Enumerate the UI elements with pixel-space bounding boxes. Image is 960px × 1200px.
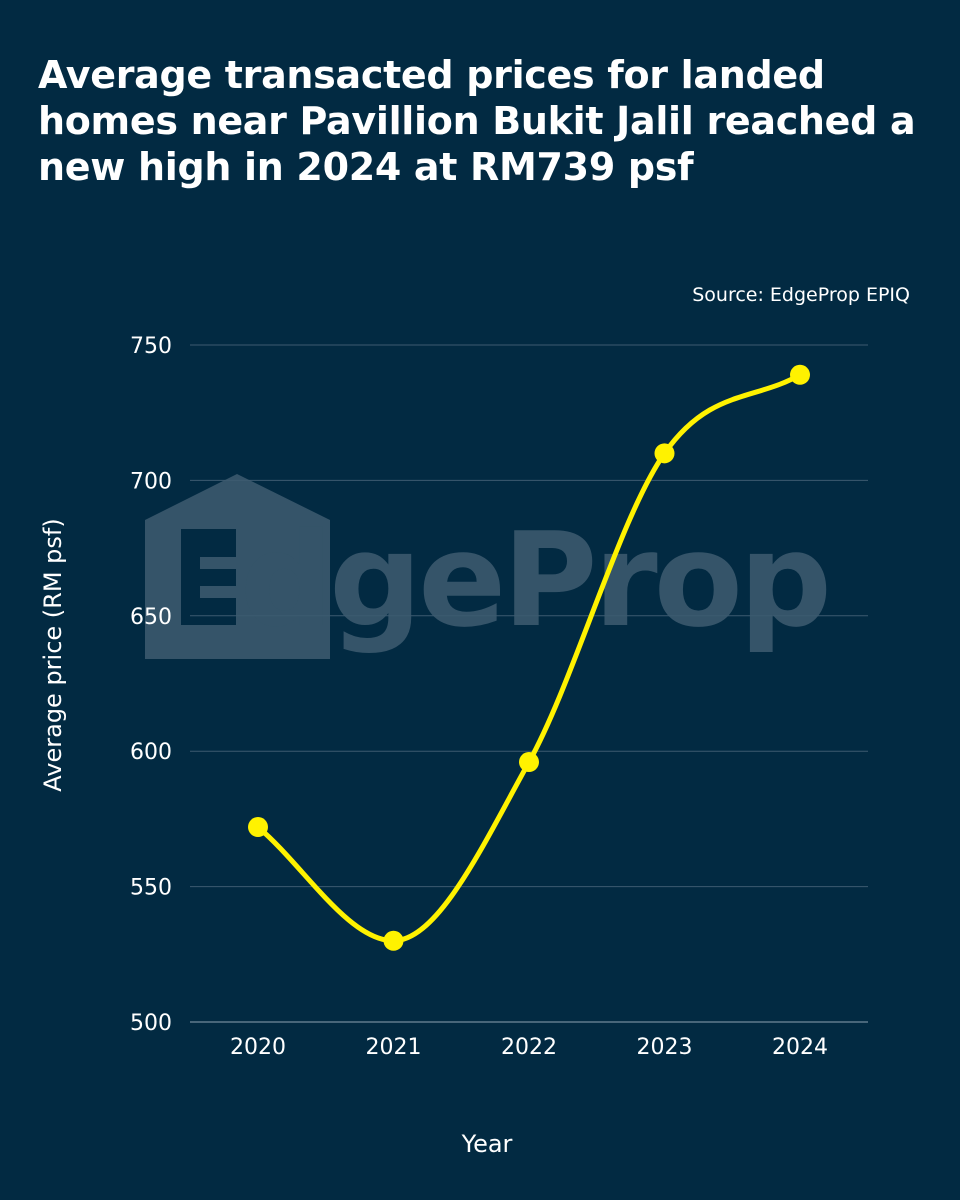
- x-tick-label: 2024: [772, 1035, 828, 1060]
- edgeprop-watermark-logo: dgeProp: [145, 474, 832, 659]
- x-axis-label: Year: [461, 1130, 513, 1158]
- source-note: Source: EdgeProp EPIQ: [692, 284, 910, 306]
- y-axis-label: Average price (RM psf): [39, 518, 67, 791]
- price-line: [256, 372, 802, 944]
- x-tick-label: 2021: [366, 1035, 422, 1060]
- y-tick-label: 650: [130, 605, 172, 630]
- data-point: [248, 817, 268, 838]
- chart-title: Average transacted prices for landed hom…: [38, 53, 916, 189]
- y-tick-label: 550: [130, 876, 172, 901]
- x-tick-label: 2022: [501, 1035, 557, 1060]
- data-point: [654, 443, 675, 464]
- data-point: [383, 930, 404, 951]
- y-tick-label: 600: [130, 740, 172, 765]
- x-tick-label: 2020: [230, 1035, 286, 1060]
- y-tick-label: 500: [130, 1011, 172, 1036]
- y-tick-label: 750: [130, 334, 172, 359]
- data-point: [790, 364, 810, 385]
- svg-text:dgeProp: dgeProp: [240, 504, 828, 656]
- data-point: [519, 752, 539, 773]
- y-tick-label: 700: [130, 469, 172, 494]
- x-tick-label: 2023: [637, 1035, 693, 1060]
